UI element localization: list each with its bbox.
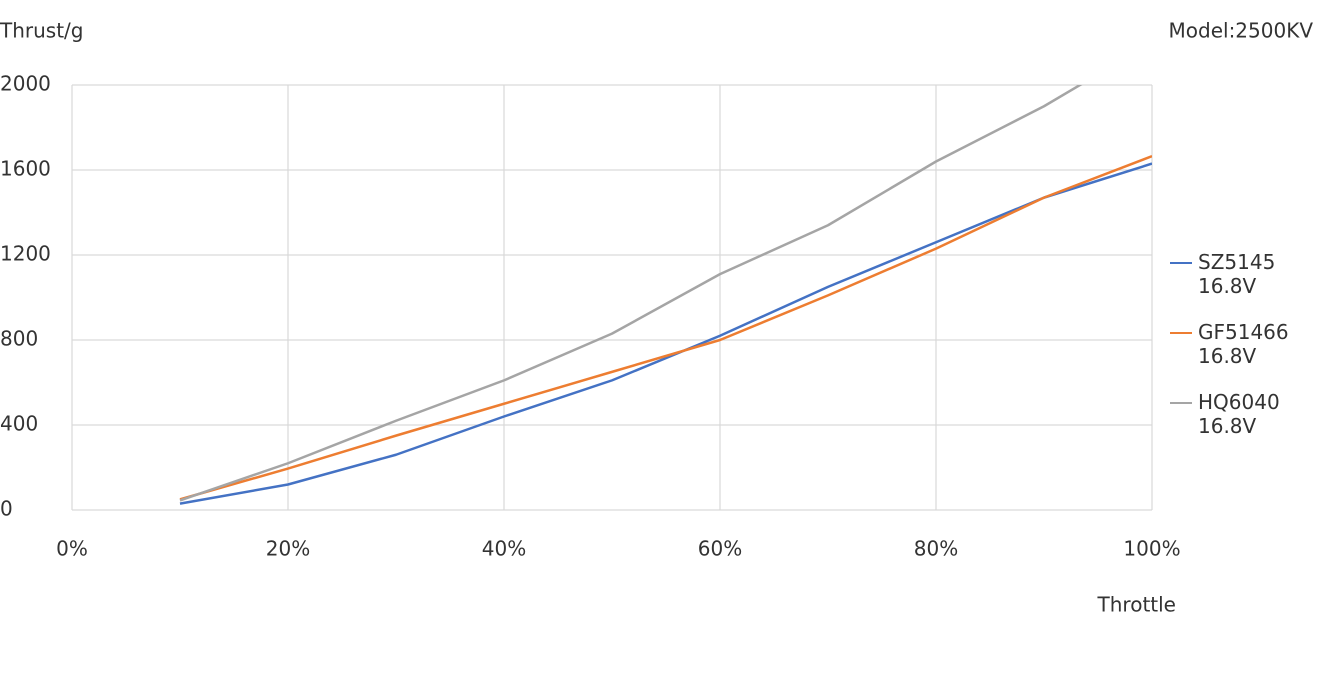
y-tick-label: 1200 bbox=[0, 242, 51, 266]
y-tick-label: 2000 bbox=[0, 72, 51, 96]
annotation: Model:2500KV bbox=[1169, 19, 1314, 43]
x-tick-label: 40% bbox=[482, 537, 526, 561]
legend-swatch bbox=[1170, 332, 1192, 334]
x-tick-label: 0% bbox=[56, 537, 88, 561]
y-tick-label: 0 bbox=[0, 497, 13, 521]
y-axis-label: Thrust/g bbox=[0, 19, 84, 43]
y-tick-label: 1600 bbox=[0, 157, 51, 181]
x-tick-label: 20% bbox=[266, 537, 310, 561]
y-tick-label: 400 bbox=[0, 412, 38, 436]
legend-label: SZ5145 16.8V bbox=[1198, 250, 1276, 298]
legend-label: GF51466 16.8V bbox=[1198, 320, 1289, 368]
x-axis-label: Throttle bbox=[1097, 593, 1176, 617]
y-tick-label: 800 bbox=[0, 327, 38, 351]
x-tick-label: 60% bbox=[698, 537, 742, 561]
legend-label: HQ6040 16.8V bbox=[1198, 390, 1280, 438]
series-line bbox=[179, 155, 1152, 501]
x-tick-label: 80% bbox=[914, 537, 958, 561]
legend-swatch bbox=[1170, 262, 1192, 264]
series-line bbox=[179, 85, 1083, 502]
x-tick-label: 100% bbox=[1123, 537, 1180, 561]
series-line bbox=[179, 162, 1152, 505]
legend-swatch bbox=[1170, 402, 1192, 404]
